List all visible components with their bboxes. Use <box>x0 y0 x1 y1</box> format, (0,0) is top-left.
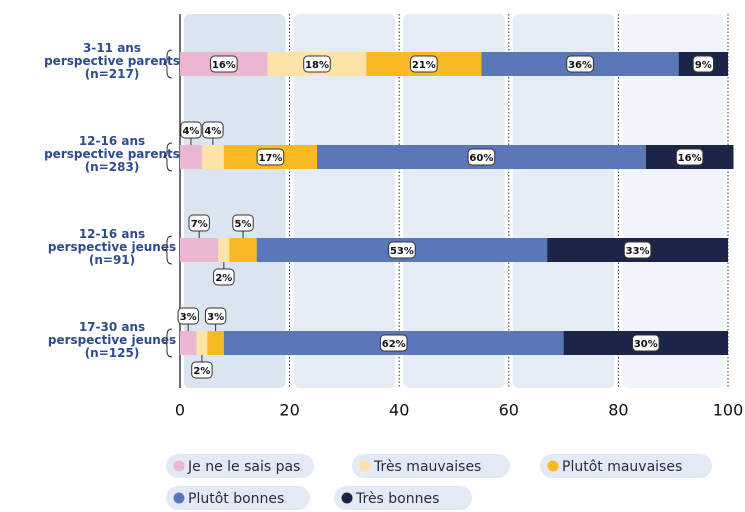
value-label: 18% <box>305 60 329 71</box>
legend-pill <box>166 454 314 478</box>
value-label-box <box>256 148 285 166</box>
category-label: 12-16 ans perspective parents (n=283) <box>44 134 180 174</box>
value-label-box <box>213 268 235 286</box>
legend-swatch <box>173 492 185 504</box>
value-label: 7% <box>191 219 208 230</box>
value-label-box <box>467 148 496 166</box>
category-line: (n=283) <box>85 160 140 174</box>
value-label-box <box>632 334 660 352</box>
legend-label: Très mauvaises <box>373 459 481 475</box>
x-tick-label: 80 <box>608 401 628 420</box>
x-tick-label: 100 <box>713 401 744 420</box>
x-tick-label: 40 <box>389 401 409 420</box>
brace <box>162 328 173 358</box>
bar-segment <box>201 145 224 169</box>
legend-label: Plutôt bonnes <box>188 491 284 507</box>
category-line: (n=91) <box>89 253 135 267</box>
value-label-box <box>177 307 199 325</box>
x-tick-label: 60 <box>499 401 519 420</box>
category-line: perspective jeunes <box>48 333 176 347</box>
value-label: 3% <box>207 312 224 323</box>
legend-label: Je ne le sais pas <box>187 459 300 475</box>
x-tick-label: 20 <box>279 401 299 420</box>
panel <box>403 14 505 388</box>
x-tick-label: 0 <box>175 401 185 420</box>
bar-segment <box>180 145 202 169</box>
value-label-box <box>180 121 202 139</box>
value-label: 30% <box>634 339 658 350</box>
value-label: 21% <box>412 60 436 71</box>
value-label: 17% <box>258 153 282 164</box>
bar-segment <box>229 238 257 262</box>
legend-swatch <box>341 492 353 504</box>
bar-segment <box>196 331 208 355</box>
value-label-box <box>303 55 331 73</box>
legend-swatch <box>173 460 185 472</box>
value-label-box <box>232 214 254 232</box>
value-label-box <box>410 55 438 73</box>
value-label-box <box>623 241 652 259</box>
legend-pill <box>334 486 472 510</box>
value-label: 53% <box>390 246 414 257</box>
value-label-box <box>191 361 213 379</box>
value-label-box <box>202 121 224 139</box>
category-line: (n=217) <box>85 67 140 81</box>
brace <box>162 235 173 265</box>
brace <box>162 142 173 172</box>
category-label: 12-16 ans perspective jeunes (n=91) <box>48 227 176 267</box>
value-label-box <box>388 241 416 259</box>
value-label-box <box>692 55 715 73</box>
bar-segment <box>180 331 197 355</box>
value-label: 3% <box>180 312 197 323</box>
legend-label: Très bonnes <box>355 491 439 507</box>
value-label: 2% <box>215 273 232 284</box>
bar-segment <box>207 331 224 355</box>
value-label-box <box>210 55 238 73</box>
legend-pill <box>166 486 310 510</box>
value-label: 9% <box>695 60 712 71</box>
value-label-box <box>204 307 227 325</box>
bar-segment <box>180 238 219 262</box>
category-line: perspective parents <box>44 147 180 161</box>
value-label: 2% <box>193 366 210 377</box>
value-label-box <box>379 334 408 352</box>
value-label: 16% <box>678 153 702 164</box>
value-label: 62% <box>382 339 406 350</box>
category-line: 12-16 ans <box>79 134 145 148</box>
legend-label: Plutôt mauvaises <box>562 459 682 475</box>
category-label: 3-11 ans perspective parents (n=217) <box>44 41 180 81</box>
value-label: 4% <box>204 126 221 137</box>
brace <box>162 49 173 79</box>
legend-pill <box>352 454 510 478</box>
panel <box>184 14 286 388</box>
panel <box>512 14 615 388</box>
category-line: 3-11 ans <box>83 41 141 55</box>
legend-swatch <box>547 460 559 472</box>
legend-pill <box>540 454 712 478</box>
value-label: 5% <box>235 219 252 230</box>
bar-segment <box>218 238 230 262</box>
value-label: 4% <box>182 126 199 137</box>
category-line: perspective jeunes <box>48 240 176 254</box>
value-label: 33% <box>626 246 650 257</box>
category-line: 12-16 ans <box>79 227 145 241</box>
category-line: (n=125) <box>85 346 140 360</box>
panel <box>293 14 396 388</box>
value-label: 36% <box>568 60 592 71</box>
legend-swatch <box>359 460 371 472</box>
value-label: 60% <box>469 153 493 164</box>
value-label-box <box>675 148 704 166</box>
category-label: 17-30 ans perspective jeunes (n=125) <box>48 320 176 360</box>
value-label-box <box>566 55 594 73</box>
panel <box>622 14 724 388</box>
value-label: 16% <box>212 60 236 71</box>
category-line: 17-30 ans <box>79 320 145 334</box>
value-label-box <box>188 214 210 232</box>
category-line: perspective parents <box>44 54 180 68</box>
